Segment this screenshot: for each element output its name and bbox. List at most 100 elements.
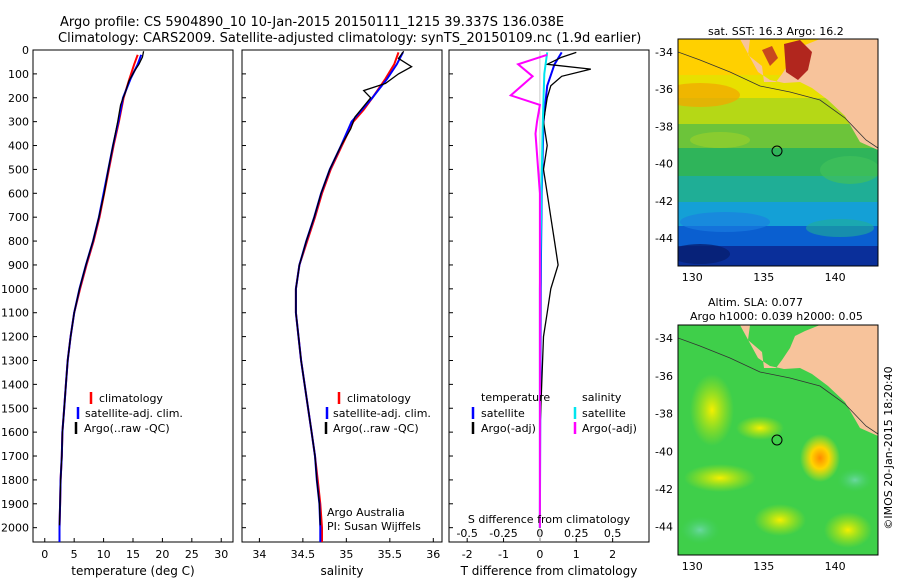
- x-tick-label: 0: [41, 548, 48, 561]
- sla-map-frame: [677, 324, 879, 556]
- depth-tick-label: 1600: [1, 426, 29, 439]
- legend-label-satellite-adj: satellite-adj. clim.: [333, 407, 431, 420]
- map-longitude-label: 130: [682, 271, 703, 284]
- salinity-legend: climatology satellite-adj. clim. Argo(..…: [324, 392, 431, 435]
- argo-position-marker: [771, 145, 783, 157]
- series-line-argo-raw-qc: [295, 50, 413, 526]
- depth-tick-label: 1200: [1, 331, 29, 344]
- legend-label-climatology: climatology: [347, 392, 411, 405]
- argo-position-marker: [771, 434, 783, 446]
- depth-tick-label: 1400: [1, 378, 29, 391]
- legend-label-climatology: climatology: [99, 392, 163, 405]
- x-tick-label: 0: [536, 548, 543, 561]
- legend-title-temperature: temperature: [481, 391, 550, 404]
- map-latitude-label: -42: [655, 195, 673, 208]
- x-tick-label: 35: [339, 548, 353, 561]
- difference-legend-temperature: temperature satellite Argo(-adj): [471, 391, 550, 435]
- x-tick-label: 34: [252, 548, 266, 561]
- depth-tick-label: 1900: [1, 498, 29, 511]
- legend-label-s-satellite: satellite: [582, 407, 626, 420]
- depth-tick-label: 500: [8, 163, 29, 176]
- x-tick-label: -2: [462, 548, 473, 561]
- map-latitude-label: -34: [655, 46, 673, 59]
- depth-tick-label: 700: [8, 211, 29, 224]
- depth-tick-label: 1700: [1, 450, 29, 463]
- depth-tick-label: 1000: [1, 283, 29, 296]
- map-latitude-label: -44: [655, 521, 673, 534]
- map-longitude-label: 135: [753, 271, 774, 284]
- depth-tick-label: 200: [8, 92, 29, 105]
- legend-label-satellite-adj: satellite-adj. clim.: [85, 407, 183, 420]
- imos-credit: ©IMOS 20-Jan-2015 18:20:40: [882, 366, 895, 529]
- figure-title-line-1: Argo profile: CS 5904890_10 10-Jan-2015 …: [60, 15, 564, 30]
- s-difference-tick-label: -0.5: [456, 527, 477, 540]
- x-tick-label: 25: [185, 548, 199, 561]
- s-difference-tick-label: 0.25: [564, 527, 589, 540]
- map-latitude-label: -38: [655, 120, 673, 133]
- depth-tick-label: 0: [22, 44, 29, 57]
- depth-tick-label: 1500: [1, 402, 29, 415]
- series-line-temperature-argo-adj: [539, 51, 591, 528]
- t-difference-x-axis-label: T difference from climatology: [460, 564, 638, 578]
- depth-tick-label: 1300: [1, 354, 29, 367]
- map-latitude-label: -40: [655, 445, 673, 458]
- sla-map-title-line-2: Argo h1000: 0.039 h2000: 0.05: [690, 310, 863, 323]
- x-tick-label: 1: [573, 548, 580, 561]
- x-tick-label: 34.5: [291, 548, 316, 561]
- depth-tick-label: 600: [8, 187, 29, 200]
- sst-map-frame: [677, 38, 879, 267]
- temperature-plot-frame: [32, 49, 234, 543]
- depth-tick-label: 400: [8, 140, 29, 153]
- depth-tick-label: 300: [8, 116, 29, 129]
- series-line-satellite-adj-clim: [294, 51, 404, 542]
- legend-label-argo: Argo(..raw -QC): [84, 422, 170, 435]
- series-line-salinity-argo-adj: [508, 53, 548, 528]
- depth-tick-label: 800: [8, 235, 29, 248]
- credit-text: Argo Australia: [327, 506, 405, 519]
- map-longitude-label: 130: [682, 560, 703, 573]
- x-tick-label: 5: [71, 548, 78, 561]
- x-tick-label: 15: [126, 548, 140, 561]
- map-longitude-label: 140: [825, 271, 846, 284]
- x-tick-label: 36: [426, 548, 440, 561]
- series-line-climatology: [58, 54, 139, 542]
- depth-tick-label: 1100: [1, 307, 29, 320]
- depth-tick-label: 900: [8, 259, 29, 272]
- map-latitude-label: -34: [655, 332, 673, 345]
- map-longitude-label: 135: [753, 560, 774, 573]
- legend-label-t-satellite: satellite: [481, 407, 525, 420]
- depth-tick-label: 1800: [1, 474, 29, 487]
- legend-title-salinity: salinity: [582, 391, 622, 404]
- depth-tick-label: 100: [8, 68, 29, 81]
- axis-ticks-layer: 0100200300400500600700800900100011001200…: [1, 44, 846, 573]
- difference-plot-frame: [448, 49, 650, 543]
- s-difference-axis-label: S difference from climatology: [468, 513, 631, 526]
- difference-legend-salinity: salinity satellite Argo(-adj): [573, 391, 637, 435]
- x-tick-label: 10: [97, 548, 111, 561]
- temperature-legend: climatology satellite-adj. clim. Argo(..…: [74, 392, 183, 435]
- figure-title-line-2: Climatology: CARS2009. Satellite-adjuste…: [58, 31, 641, 46]
- salinity-x-axis-label: salinity: [320, 564, 363, 578]
- map-latitude-label: -36: [655, 370, 673, 383]
- sla-map-field: [678, 325, 878, 555]
- salinity-plot-frame: [241, 49, 443, 543]
- legend-label-t-argo: Argo(-adj): [481, 422, 536, 435]
- depth-tick-label: 2000: [1, 522, 29, 535]
- map-longitude-label: 140: [825, 560, 846, 573]
- x-tick-label: -1: [498, 548, 509, 561]
- temperature-x-axis-label: temperature (deg C): [71, 564, 194, 578]
- pi-text: PI: Susan Wijffels: [327, 520, 421, 533]
- series-line-climatology: [294, 52, 400, 542]
- sst-map-field: [678, 39, 878, 266]
- legend-label-argo: Argo(..raw -QC): [333, 422, 419, 435]
- profile-series-layer: [58, 50, 591, 542]
- series-line-argo-raw-qc: [58, 51, 145, 526]
- series-line-satellite-adj-clim: [58, 54, 143, 542]
- x-tick-label: 2: [609, 548, 616, 561]
- sst-map-title: sat. SST: 16.3 Argo: 16.2: [708, 25, 844, 38]
- map-latitude-label: -40: [655, 158, 673, 171]
- sla-map-title-line-1: Altim. SLA: 0.077: [708, 296, 803, 309]
- map-latitude-label: -36: [655, 83, 673, 96]
- x-tick-label: 30: [214, 548, 228, 561]
